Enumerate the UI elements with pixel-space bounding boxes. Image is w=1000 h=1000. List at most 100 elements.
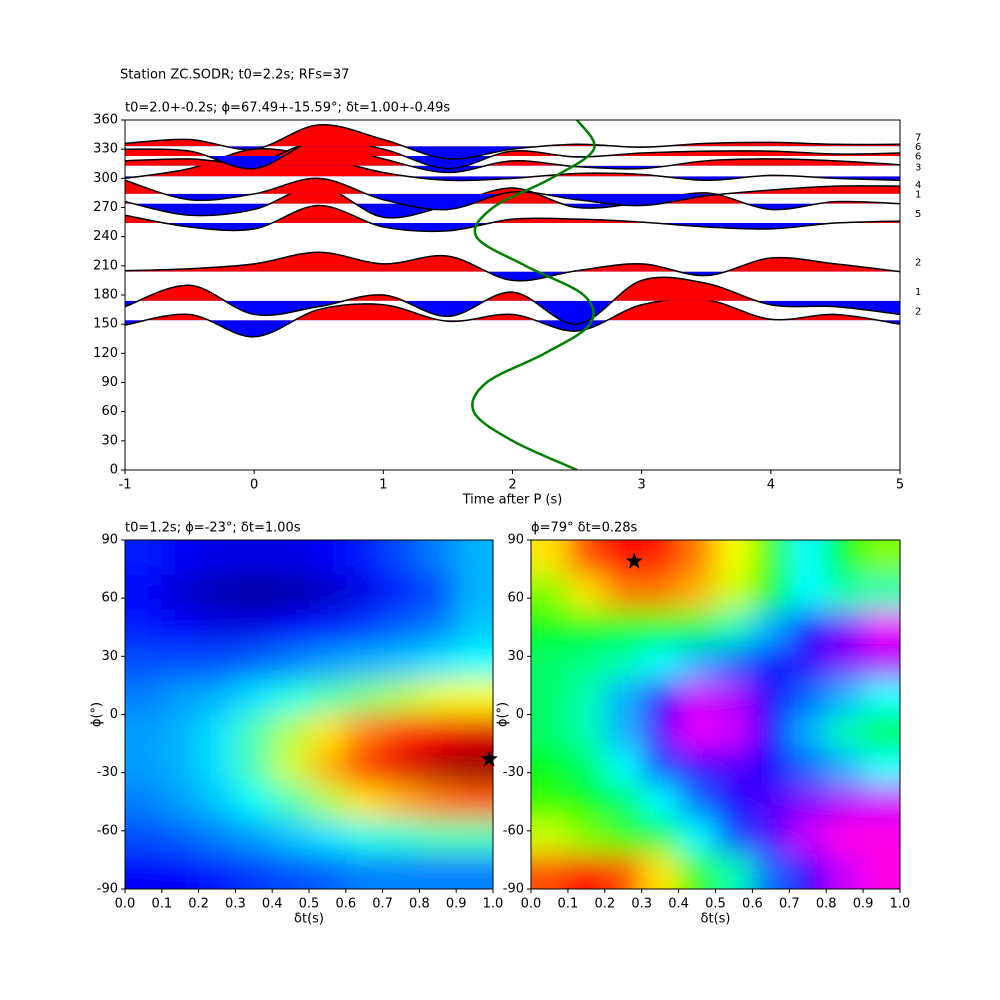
heatmap-cell xyxy=(382,854,420,889)
heatmap-cell xyxy=(345,679,384,715)
heatmap-cell xyxy=(678,714,716,750)
heatmap-cell xyxy=(531,574,569,611)
heatmap-cell xyxy=(752,644,790,681)
heatmap-cell xyxy=(419,819,457,855)
heatmap-cell xyxy=(309,540,347,576)
heatmap-cell xyxy=(382,574,420,611)
heatmap-cell xyxy=(235,749,273,785)
heatmap-cell xyxy=(456,714,493,750)
heatmap-cell xyxy=(641,574,680,611)
x-tick-label: 0.9 xyxy=(853,897,874,912)
heatmap-cell xyxy=(419,644,457,681)
heatmap-cell xyxy=(272,749,310,785)
trace-count: 6 xyxy=(915,142,921,153)
heatmap-cell xyxy=(641,609,680,646)
heatmap-cell xyxy=(198,574,236,611)
trace-line xyxy=(125,123,900,160)
heatmap-cell xyxy=(604,819,643,855)
x-tick-label: 1 xyxy=(379,478,387,493)
x-tick-label: 3 xyxy=(638,478,646,493)
heatmap-cell xyxy=(198,644,236,681)
heatmap-cell xyxy=(641,540,680,576)
y-tick-label: 330 xyxy=(93,142,118,157)
heatmap-cell xyxy=(567,749,606,785)
heatmap-cell xyxy=(125,540,163,576)
heatmap-cell xyxy=(604,609,643,646)
heatmap-cell xyxy=(419,574,457,611)
heatmap-cell xyxy=(382,714,420,750)
y-tick-label: 150 xyxy=(93,317,118,332)
x-tick-label: 0.8 xyxy=(409,897,430,912)
negative-fill xyxy=(132,203,819,218)
heatmap xyxy=(531,540,900,889)
heatmap-cell xyxy=(752,784,790,820)
heatmap-cell xyxy=(456,609,493,646)
y-tick-label: 60 xyxy=(101,591,118,606)
heatmap-cell xyxy=(715,784,753,820)
heatmap-cell xyxy=(826,749,864,785)
negative-fill xyxy=(408,165,670,173)
heatmap-cell xyxy=(419,679,457,715)
heatmap-cell xyxy=(235,644,273,681)
heatmap-cell xyxy=(235,714,273,750)
heatmap-cell xyxy=(345,540,384,576)
heatmap-cell xyxy=(382,609,420,646)
heatmap-cell xyxy=(752,854,790,889)
y-tick-label: -60 xyxy=(503,823,524,838)
heatmap-cell xyxy=(309,609,347,646)
x-tick-label: 0.3 xyxy=(225,897,246,912)
trace-line xyxy=(125,177,900,211)
trace-count: 1 xyxy=(915,287,921,298)
y-tick-label: 210 xyxy=(93,258,118,273)
heatmap-cell xyxy=(789,819,827,855)
heatmap-cell xyxy=(125,749,163,785)
heatmap-cell xyxy=(419,749,457,785)
heatmap-cell xyxy=(272,644,310,681)
y-tick-label: 90 xyxy=(507,533,524,548)
heatmap-cell xyxy=(604,749,643,785)
heatmap-cell xyxy=(382,644,420,681)
heatmap-cell xyxy=(863,784,900,820)
heatmap-cell xyxy=(531,644,569,681)
y-tick-label: 0 xyxy=(110,707,118,722)
heatmap-cell xyxy=(531,679,569,715)
heatmap-cell xyxy=(641,854,680,889)
heatmap-cell xyxy=(125,574,163,611)
heatmap-cell xyxy=(309,574,347,611)
heatmap-cell xyxy=(567,609,606,646)
y-tick-label: -60 xyxy=(97,823,118,838)
heatmap-cell xyxy=(789,749,827,785)
heatmap-cell xyxy=(826,540,864,576)
x-tick-label: 0.1 xyxy=(151,897,172,912)
heatmap-cell xyxy=(789,784,827,820)
heatmap-cell xyxy=(752,609,790,646)
heatmap-cell xyxy=(715,679,753,715)
x-tick-label: -1 xyxy=(119,478,132,493)
y-tick-label: 240 xyxy=(93,229,118,244)
negative-fill xyxy=(125,176,900,181)
heatmap-cell xyxy=(198,540,236,576)
y-tick-label: 120 xyxy=(93,346,118,361)
heatmap-cell xyxy=(345,819,384,855)
heatmap-cell xyxy=(382,540,420,576)
heatmap-cell xyxy=(567,854,606,889)
heatmap-cell xyxy=(309,819,347,855)
heatmap-cell xyxy=(235,679,273,715)
heatmap-cell xyxy=(678,854,716,889)
heatmap-cell xyxy=(641,784,680,820)
x-axis-label: δt(s) xyxy=(294,912,324,927)
y-tick-label: -30 xyxy=(503,765,524,780)
heatmap-cell xyxy=(789,644,827,681)
heatmap-cell xyxy=(863,714,900,750)
predicted-curve xyxy=(471,120,596,470)
heatmap-cell xyxy=(863,540,900,576)
positive-fill xyxy=(125,205,900,224)
axes-title: t0=2.0+-0.2s; ϕ=67.49+-15.59°; δt=1.00+-… xyxy=(125,101,450,116)
trace-count: 5 xyxy=(915,209,921,220)
heatmap-cell xyxy=(604,679,643,715)
x-tick-label: 0.5 xyxy=(705,897,726,912)
heatmap-cell xyxy=(419,540,457,576)
heatmap-cell xyxy=(125,679,163,715)
heatmap-cell xyxy=(272,819,310,855)
